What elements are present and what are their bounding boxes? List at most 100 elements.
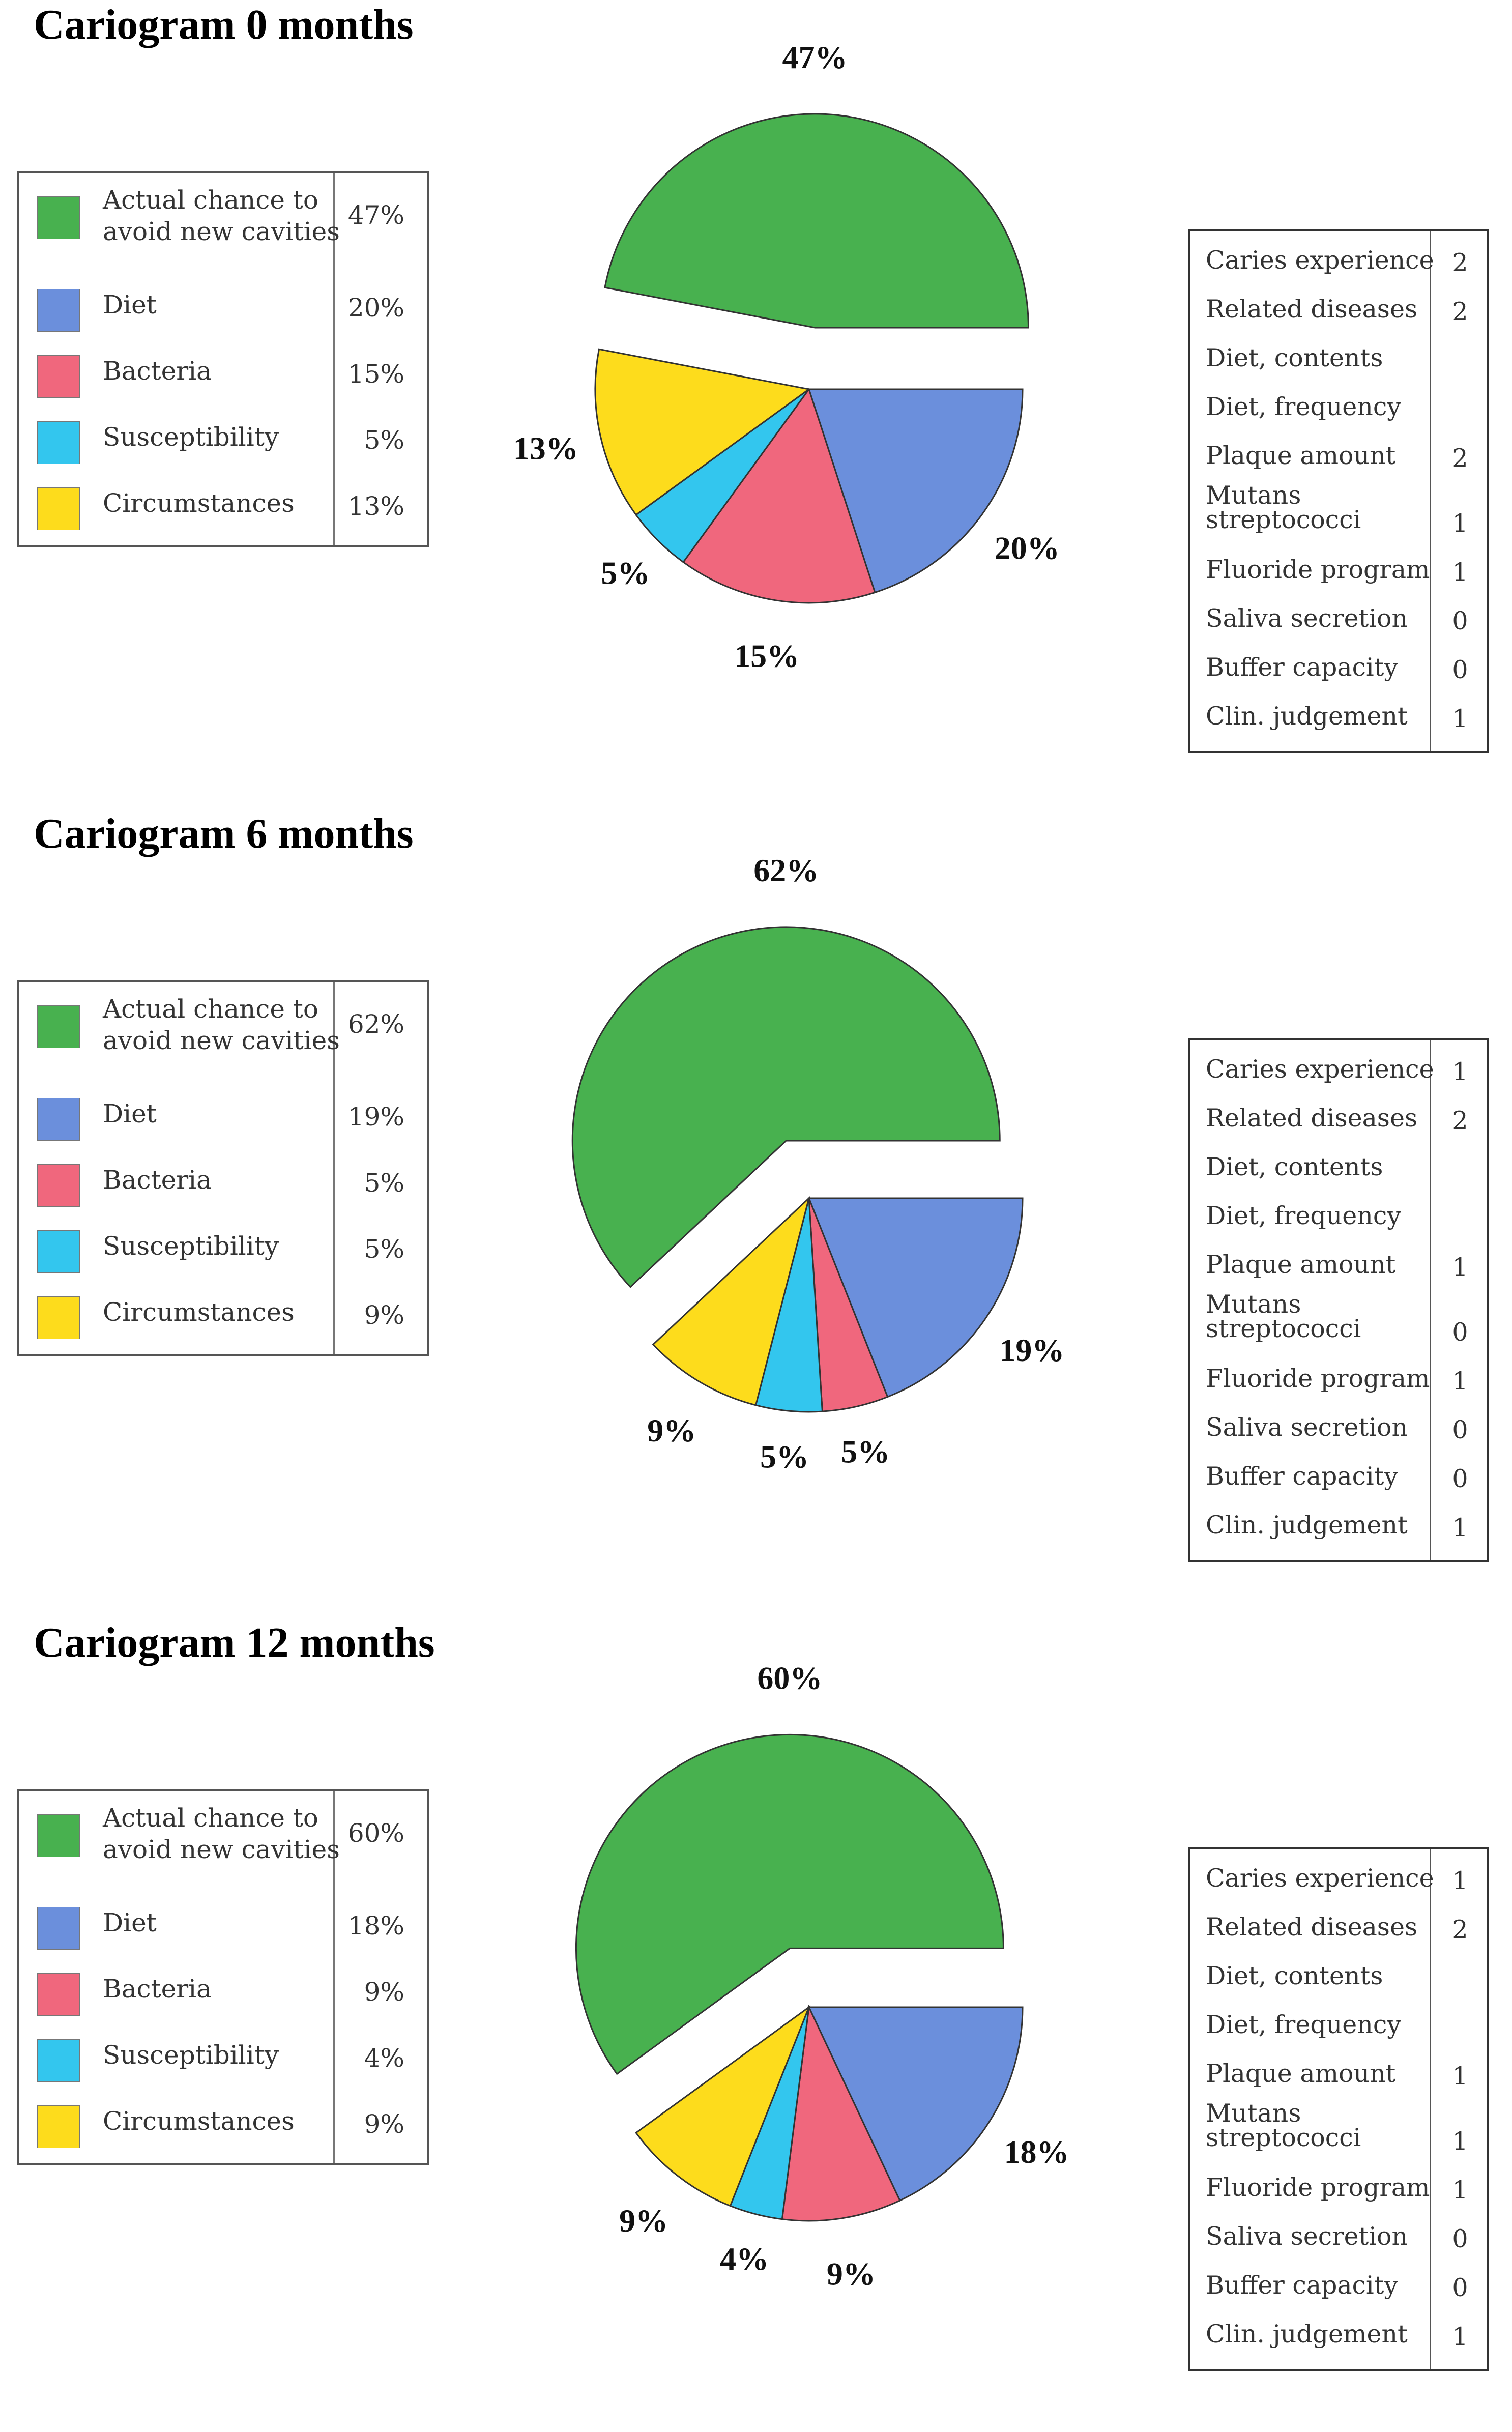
legend-divider bbox=[333, 982, 335, 1354]
panel-title: Cariogram 0 months bbox=[34, 1, 414, 48]
legend-pct-diet: 20% bbox=[347, 293, 404, 323]
pie-label-diet: 20% bbox=[995, 530, 1060, 566]
factor-label-clin-judgement: Clin. judgement bbox=[1206, 1511, 1408, 1540]
legend-swatch-diet bbox=[37, 1098, 80, 1141]
pie-label-actual: 47% bbox=[782, 39, 847, 75]
legend-pct-bacteria: 5% bbox=[364, 1168, 404, 1198]
legend: Actual chance to avoid new cavities 47% … bbox=[17, 171, 429, 547]
factor-value-mutans-streptococci: 0 bbox=[1452, 1318, 1468, 1347]
legend-swatch-circumstances bbox=[37, 1296, 80, 1339]
legend-label-actual-line1: Actual chance to bbox=[103, 994, 318, 1024]
factor-value-clin-judgement: 1 bbox=[1452, 1513, 1468, 1542]
pie-slice-circumstances bbox=[635, 2005, 811, 2207]
legend: Actual chance to avoid new cavities 62% … bbox=[17, 980, 429, 1356]
factor-value-related-diseases: 2 bbox=[1452, 1106, 1468, 1135]
factor-value-fluoride-program: 1 bbox=[1452, 1367, 1468, 1396]
factor-value-saliva-secretion: 0 bbox=[1452, 1415, 1468, 1444]
factor-label-plaque-amount: Plaque amount bbox=[1206, 2059, 1396, 2088]
legend-label-diet: Diet bbox=[103, 1908, 157, 1937]
pie-chart: 62% 19% 5% 5% 9% bbox=[571, 852, 1064, 1475]
factor-label-plaque-amount: Plaque amount bbox=[1206, 1250, 1396, 1279]
pie-chart: 60% 18% 9% 4% 9% bbox=[575, 1660, 1069, 2292]
legend-label-bacteria: Bacteria bbox=[103, 1974, 212, 2004]
factor-value-plaque-amount: 1 bbox=[1452, 2062, 1468, 2091]
factor-value-fluoride-program: 1 bbox=[1452, 2176, 1468, 2205]
factor-label-mutans-streptococci: Mutans streptococci bbox=[1206, 483, 1361, 532]
pie-label-circumstances: 13% bbox=[513, 430, 578, 467]
factor-label-caries-experience: Caries experience bbox=[1206, 1864, 1434, 1893]
factor-value-fluoride-program: 1 bbox=[1452, 558, 1468, 587]
legend-pct-susceptibility: 5% bbox=[364, 1234, 404, 1264]
factor-label-mutans-line2: streptococci bbox=[1206, 505, 1361, 534]
pie-label-circumstances: 9% bbox=[647, 1412, 696, 1449]
legend-label-circumstances: Circumstances bbox=[103, 1297, 295, 1327]
factor-value-related-diseases: 2 bbox=[1452, 297, 1468, 326]
factor-label-mutans-line1: Mutans bbox=[1206, 1290, 1301, 1319]
factor-table: Caries experience 1 Related diseases 2 D… bbox=[1188, 1038, 1489, 1562]
legend-label-circumstances: Circumstances bbox=[103, 2106, 295, 2136]
legend-divider bbox=[333, 1791, 335, 2163]
factor-label-fluoride-program: Fluoride program bbox=[1206, 555, 1430, 584]
legend-swatch-diet bbox=[37, 1907, 80, 1950]
pie-slice-diet bbox=[807, 1197, 1024, 1398]
factor-label-mutans-streptococci: Mutans streptococci bbox=[1206, 2101, 1361, 2150]
legend-pct-actual: 62% bbox=[347, 1009, 404, 1039]
factor-label-mutans-streptococci: Mutans streptococci bbox=[1206, 1292, 1361, 1341]
factor-label-mutans-line2: streptococci bbox=[1206, 2123, 1361, 2152]
legend-pct-actual: 60% bbox=[347, 1818, 404, 1848]
factor-label-mutans-line1: Mutans bbox=[1206, 2099, 1301, 2128]
legend-divider bbox=[333, 173, 335, 545]
cariogram-panel-2: Cariogram 12 months Actual chance to avo… bbox=[0, 1618, 1512, 2432]
factor-value-caries-experience: 2 bbox=[1452, 248, 1468, 277]
legend-swatch-actual bbox=[37, 196, 80, 239]
pie-label-actual: 60% bbox=[757, 1660, 822, 1696]
pie-label-diet: 19% bbox=[999, 1332, 1064, 1368]
factor-value-saliva-secretion: 0 bbox=[1452, 606, 1468, 635]
legend-swatch-actual bbox=[37, 1814, 80, 1857]
factor-label-related-diseases: Related diseases bbox=[1206, 295, 1418, 324]
factor-label-mutans-line2: streptococci bbox=[1206, 1314, 1361, 1343]
factor-value-plaque-amount: 2 bbox=[1452, 444, 1468, 473]
pie-chart: 47% 20% 15% 5% 13% bbox=[513, 39, 1060, 674]
factor-value-plaque-amount: 1 bbox=[1452, 1253, 1468, 1282]
panel-title: Cariogram 12 months bbox=[34, 1619, 435, 1666]
factor-value-mutans-streptococci: 1 bbox=[1452, 2127, 1468, 2156]
legend-label-diet: Diet bbox=[103, 290, 157, 320]
factor-table-divider bbox=[1430, 231, 1431, 751]
legend-pct-actual: 47% bbox=[347, 200, 404, 230]
factor-label-fluoride-program: Fluoride program bbox=[1206, 2173, 1430, 2202]
factor-value-buffer-capacity: 0 bbox=[1452, 655, 1468, 684]
factor-value-buffer-capacity: 0 bbox=[1452, 1464, 1468, 1493]
pie-label-susceptibility: 5% bbox=[601, 555, 650, 591]
legend-label-susceptibility: Susceptibility bbox=[103, 2040, 279, 2070]
factor-value-clin-judgement: 1 bbox=[1452, 704, 1468, 733]
pie-slice-actual bbox=[604, 113, 1029, 329]
legend-swatch-bacteria bbox=[37, 355, 80, 398]
pie-slice-diet bbox=[807, 388, 1024, 594]
legend-pct-bacteria: 9% bbox=[364, 1977, 404, 2007]
legend-swatch-bacteria bbox=[37, 1164, 80, 1207]
factor-label-plaque-amount: Plaque amount bbox=[1206, 441, 1396, 470]
legend-label-diet: Diet bbox=[103, 1099, 157, 1128]
legend-swatch-bacteria bbox=[37, 1973, 80, 2016]
legend-swatch-diet bbox=[37, 289, 80, 332]
legend-label-bacteria: Bacteria bbox=[103, 356, 212, 386]
legend-label-actual-line1: Actual chance to bbox=[103, 1803, 318, 1833]
legend-swatch-susceptibility bbox=[37, 421, 80, 464]
factor-label-clin-judgement: Clin. judgement bbox=[1206, 2320, 1408, 2349]
legend-pct-bacteria: 15% bbox=[347, 359, 404, 389]
pie-label-circumstances: 9% bbox=[619, 2203, 668, 2239]
factor-label-saliva-secretion: Saliva secretion bbox=[1206, 604, 1408, 633]
legend-label-actual-line2: avoid new cavities bbox=[103, 217, 340, 246]
factor-table-divider bbox=[1430, 1849, 1431, 2369]
legend-label-actual: Actual chance to avoid new cavities bbox=[103, 1802, 340, 1865]
legend-pct-diet: 19% bbox=[347, 1102, 404, 1132]
legend-label-actual-line2: avoid new cavities bbox=[103, 1835, 340, 1864]
cariogram-panel-1: Cariogram 6 months Actual chance to avoi… bbox=[0, 809, 1512, 1623]
factor-label-diet-contents: Diet, contents bbox=[1206, 343, 1383, 372]
factor-value-caries-experience: 1 bbox=[1452, 1057, 1468, 1086]
legend-swatch-susceptibility bbox=[37, 2039, 80, 2082]
factor-table-divider bbox=[1430, 1040, 1431, 1560]
pie-label-actual: 62% bbox=[753, 852, 819, 888]
pie-slice-circumstances bbox=[594, 348, 811, 516]
